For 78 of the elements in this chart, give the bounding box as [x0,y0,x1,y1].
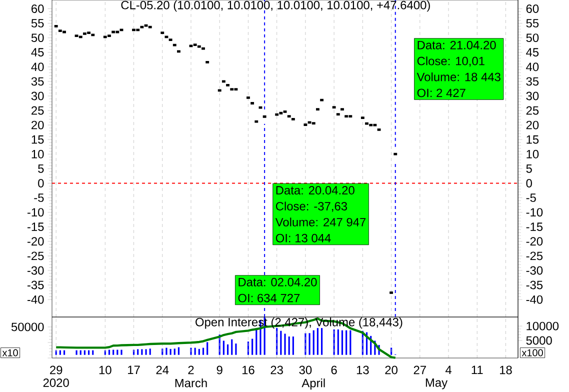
y2-tick-label: 45 [526,48,539,57]
y-tick-label: 20 [32,120,44,130]
annotation: Data: 02.04.20 [238,278,317,286]
annotation: Data: 21.04.20 [418,40,496,50]
y-axis-title: x10 [2,349,18,356]
y-tick-label: -10 [27,208,44,217]
x-tick-label: 13 [356,366,369,374]
x-tick-label: 6 [331,366,337,374]
x-tick-label: 4 [445,366,452,374]
y2-tick-label: 40 [526,62,539,72]
y2-tick-label: 0 [526,178,532,188]
y2-tick-label: 35 [526,77,539,86]
x-tick-label: 2 [188,366,194,374]
y-tick-label: 25 [32,106,44,115]
y2-tick-label: 15 [526,135,539,144]
y2-tick-label: 5000 [526,336,552,345]
y-tick-label: 60 [32,4,44,13]
y-tick-label: 40 [31,62,44,72]
x-tick-label: 23 [270,366,283,374]
y2-axis-title: x100 [522,349,543,356]
y2-tick-label: -35 [526,280,543,290]
y2-tick-label: 10 [526,150,539,158]
x-tick-label: 10 [99,366,112,374]
x-tick-label: 30 [299,366,312,374]
x-tick-label: 9 [216,366,222,374]
annotation: OI: 634 727 [238,294,300,302]
x-tick-label: 24 [156,366,169,374]
annotation: Close: 10,01 [417,56,484,67]
x-tick-label: 17 [128,366,140,374]
x-tick-label: 29 [50,366,62,374]
annotation: Volume: 247 947 [275,218,366,226]
y2-tick-label: -40 [526,295,543,304]
y2-tick-label: -15 [526,222,543,232]
y2-tick-label: 60 [526,4,539,13]
y-tick-label: 0 [38,178,44,188]
y-tick-label: -15 [27,222,44,232]
y-tick-label: -5 [34,194,44,202]
y2-tick-label: 10000 [526,322,559,330]
x2-tick-label: 2020 [43,378,69,387]
y-tick-label: 30 [31,92,44,100]
y2-tick-label: 5 [526,164,532,173]
x2-tick-label: May [426,378,448,390]
x2-tick-label: March [175,378,207,388]
y2-tick-label: -25 [526,252,543,260]
x-tick-label: 27 [414,366,426,374]
y-tick-label: 5 [38,164,44,173]
y-tick-label: -30 [27,266,44,275]
x-tick-label: 18 [500,366,512,374]
y2-tick-label: 25 [526,106,539,115]
y2-tick-label: -5 [526,194,536,202]
y-tick-label: 45 [31,48,44,57]
y-tick-label: 10 [32,150,44,158]
x2-tick-label: April [302,378,325,390]
y-tick-label: 50 [31,34,44,42]
y2-tick-label: -30 [526,266,543,275]
annotation: OI: 2 427 [417,88,466,98]
x-tick-label: 11 [472,366,483,374]
y2-tick-label: -10 [526,208,543,217]
y-tick-label: -35 [27,280,44,290]
y-tick-label: 35 [31,77,44,86]
y2-tick-label: -20 [526,237,543,246]
y2-tick-label: 55 [526,19,539,28]
annotation: Close: -37,63 [276,202,348,212]
y2-tick-label: 20 [526,120,539,130]
x-tick-label: 20 [385,366,398,374]
annotation: OI: 13 044 [276,234,331,242]
y-tick-label: -25 [27,252,44,260]
annotation: Data: 20.04.20 [276,186,354,195]
y2-tick-label: 50 [526,34,539,42]
y-tick-label: -20 [27,237,44,246]
chart-title: CL-05.20 (10.0100, 10.0100, 10.0100, 10.0100, +47.6400) [121,0,430,12]
y-tick-label: 15 [32,135,44,144]
y-tick-label: -40 [27,295,44,304]
y-tick-label: 55 [31,19,44,28]
annotation: Volume: 18 443 [416,72,500,82]
x-tick-label: 16 [242,366,254,374]
y-tick-label: 50000 [11,322,44,332]
y2-tick-label: 30 [526,92,539,100]
